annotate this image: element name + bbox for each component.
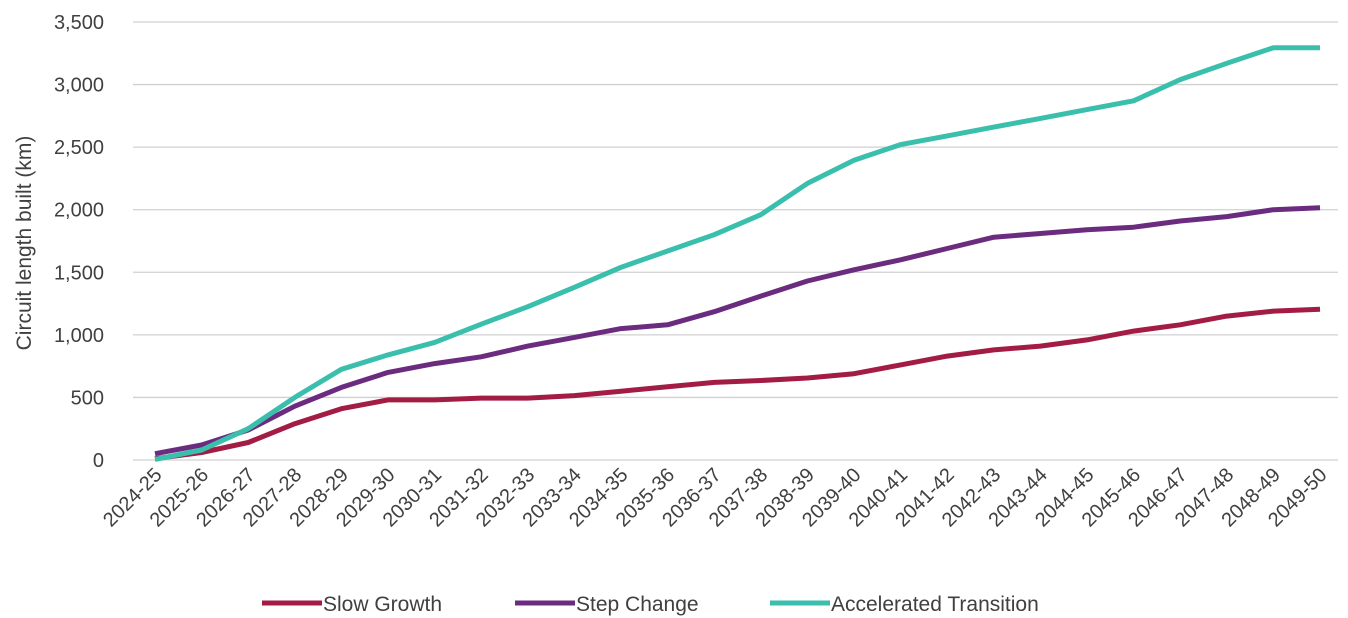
y-tick-label: 2,500 [54,137,104,159]
series-line-slow-growth [154,306,1321,462]
y-tick-label: 2,000 [54,200,104,222]
y-tick-label: 0 [93,450,104,472]
legend: Slow Growth Step Change Accelerated Transi… [262,593,1039,616]
series-line-step-change [154,205,1321,457]
y-tick-label: 3,000 [54,75,104,97]
legend-label: Accelerated Transition [831,593,1039,616]
y-axis-ticks: 0 500 1,000 1,500 2,000 2,500 3,000 3,500 [54,12,104,472]
legend-label: Step Change [576,593,699,616]
y-tick-label: 1,000 [54,325,104,347]
y-tick-label: 500 [71,387,104,409]
y-tick-label: 3,500 [54,12,104,34]
series-lines [154,45,1321,462]
x-axis-ticks: 2024-252025-262026-272027-282028-292029-… [99,464,1331,531]
y-axis-title: Circuit length built (km) [13,136,36,351]
legend-label: Slow Growth [323,593,442,616]
series-line-accelerated-transition [154,45,1320,462]
gridlines [133,21,1338,461]
y-tick-label: 1,500 [54,262,104,284]
